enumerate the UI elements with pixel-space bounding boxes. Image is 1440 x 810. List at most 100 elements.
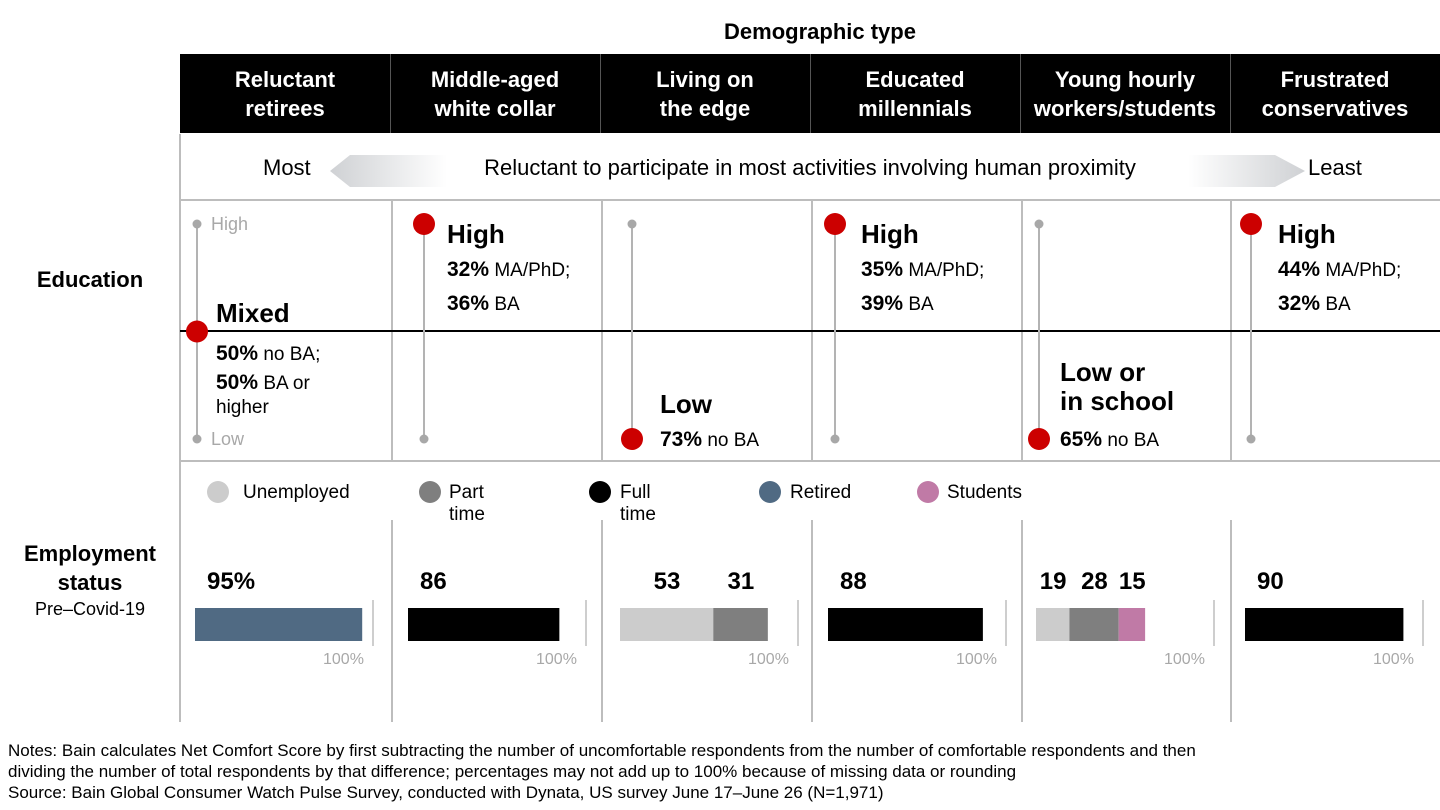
employment-sub-label: Pre–Covid-19 xyxy=(34,599,146,619)
employment-column-divider xyxy=(1021,520,1023,722)
legend-swatch-part-time xyxy=(419,481,441,503)
education-stat-value: 50% xyxy=(216,371,259,394)
education-stat-line: 44% MA/PhD; xyxy=(1278,258,1401,282)
employment-bar-segment xyxy=(1118,608,1146,641)
education-stat-line: 35% MA/PhD; xyxy=(861,258,984,282)
proximity-most-label: Most xyxy=(263,155,311,180)
education-stat-text: MA/PhD; xyxy=(494,260,571,281)
employment-value-label: 28 xyxy=(1081,568,1108,595)
education-stat-text: MA/PhD; xyxy=(1325,260,1402,281)
legend-swatch-full-time xyxy=(589,481,611,503)
hundred-percent-label: 100% xyxy=(1373,651,1414,668)
education-stat-text: BA xyxy=(1325,294,1351,315)
notes: Notes: Bain calculates Net Comfort Score… xyxy=(8,740,1433,803)
employment-value-label: 19 xyxy=(1039,568,1067,595)
employment-column-divider xyxy=(811,520,813,722)
legend-label: Full time xyxy=(620,482,656,525)
education-scale-end-marker xyxy=(1034,219,1044,229)
proximity-row-bottom-border xyxy=(180,199,1440,201)
education-level-title: Low xyxy=(660,389,712,419)
education-stat-text: BA xyxy=(494,294,520,315)
employment-value-label: 88 xyxy=(840,568,867,595)
employment-bar-segment xyxy=(1069,608,1119,641)
scale-high-label: High xyxy=(211,214,249,234)
employment-value-label: 31 xyxy=(727,568,755,595)
legend-label: Unemployed xyxy=(243,482,350,503)
education-stat-line: 73% no BA xyxy=(660,428,759,452)
employment-bar-chart xyxy=(195,600,1424,646)
employment-bar-segment xyxy=(620,608,714,641)
legend-swatch-unemployed xyxy=(207,481,229,503)
education-level-dot xyxy=(621,428,643,450)
education-level-title: Mixed xyxy=(216,298,290,328)
scale-low-label: Low xyxy=(211,429,245,449)
hundred-percent-label: 100% xyxy=(1164,651,1205,668)
education-stat-line: 65% no BA xyxy=(1060,428,1159,452)
employment-bar-segment xyxy=(195,608,363,641)
education-level-dot xyxy=(413,213,435,235)
employment-value-label: 90 xyxy=(1257,568,1284,595)
employment-bar-segment xyxy=(1245,608,1404,641)
proximity-label: Reluctant to participate in most activit… xyxy=(484,155,1136,180)
education-stat-value: 35% xyxy=(861,258,904,281)
education-level-dot xyxy=(1240,213,1262,235)
legend-label: Retired xyxy=(790,482,852,503)
education-stat-line: 32% MA/PhD; xyxy=(447,258,570,282)
employment-bar-segment xyxy=(408,608,560,641)
proximity-least-label: Least xyxy=(1308,155,1362,180)
education-stat-value: 44% xyxy=(1278,258,1321,281)
employment-value-label: 95% xyxy=(207,568,256,595)
hundred-percent-label: 100% xyxy=(323,651,364,668)
education-stat-line: 50% no BA; xyxy=(216,342,320,366)
education-level-chart xyxy=(186,213,1262,450)
segment-header: Educated millennials xyxy=(810,54,1021,133)
notes-line: dividing the number of total respondents… xyxy=(8,762,1017,781)
segment-header: Reluctant retirees xyxy=(180,54,391,133)
employment-bar-segment xyxy=(828,608,983,641)
double-arrow-icon xyxy=(330,155,1305,187)
education-scale-end-marker xyxy=(830,434,840,444)
education-row-bottom-border xyxy=(180,460,1440,462)
legend-label: Part time xyxy=(449,482,485,525)
legend-swatch-retired xyxy=(759,481,781,503)
education-level-title: High xyxy=(1278,219,1336,249)
segment-header: Living on the edge xyxy=(600,54,811,133)
education-scale-end-marker xyxy=(419,434,429,444)
employment-column-divider xyxy=(1230,520,1232,722)
employment-column-divider xyxy=(601,520,603,722)
employment-value-label: 15 xyxy=(1118,568,1146,595)
education-level-title: High xyxy=(447,219,505,249)
source-line: Source: Bain Global Consumer Watch Pulse… xyxy=(8,783,884,802)
education-level-dot xyxy=(186,320,208,343)
education-scale-end-marker xyxy=(192,434,202,444)
legend-swatch-students xyxy=(917,481,939,503)
education-stat-line: 36% BA xyxy=(447,292,520,316)
education-scale-end-marker xyxy=(1246,434,1256,444)
education-stat-value: 50% xyxy=(216,342,259,365)
employment-value-label: 86 xyxy=(420,568,447,595)
employment-column-divider xyxy=(391,520,393,722)
notes-line: Notes: Bain calculates Net Comfort Score… xyxy=(8,741,1196,760)
chart-title: Demographic type xyxy=(724,19,916,44)
employment-row-label: status xyxy=(57,570,123,595)
education-stat-line: 50% BA or xyxy=(216,371,310,395)
education-stat-text: no BA; xyxy=(263,344,321,365)
segment-header-band: Reluctant retirees Middle-aged white col… xyxy=(180,54,1440,133)
education-level-dot xyxy=(824,213,846,235)
education-stat-value: 39% xyxy=(861,292,904,315)
education-level-dot xyxy=(1028,428,1050,450)
education-stat-text: no BA xyxy=(707,430,760,451)
hundred-percent-label: 100% xyxy=(536,651,577,668)
education-stat-value: 36% xyxy=(447,292,490,315)
legend-label: Students xyxy=(947,482,1022,503)
education-level-title: High xyxy=(861,219,919,249)
education-stat-value: 32% xyxy=(1278,292,1321,315)
education-stat-line: 32% BA xyxy=(1278,292,1351,316)
proximity-row: Most Reluctant to participate in most ac… xyxy=(180,134,1440,200)
education-stat-text: higher xyxy=(216,397,269,418)
education-stat-text: MA/PhD; xyxy=(908,260,985,281)
education-scale-end-marker xyxy=(192,219,202,229)
education-stat-line: 39% BA xyxy=(861,292,934,316)
education-scale-end-marker xyxy=(627,219,637,229)
segment-header: Middle-aged white collar xyxy=(390,54,601,133)
